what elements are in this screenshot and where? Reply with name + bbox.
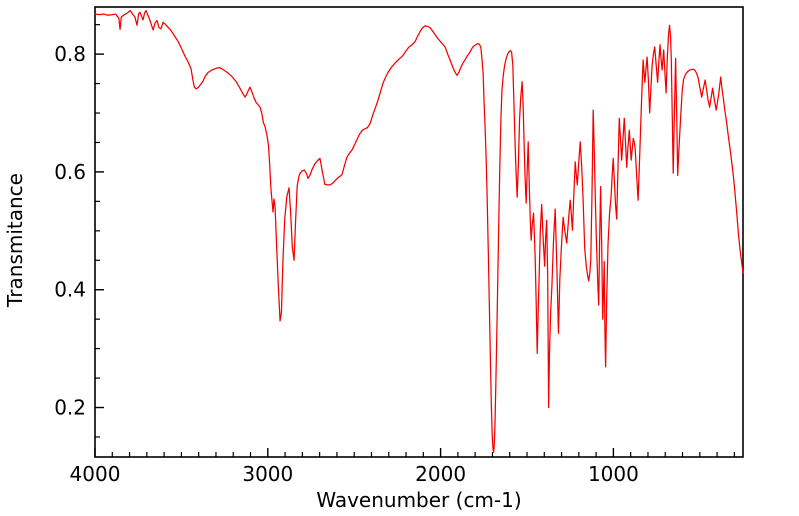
x-tick-label: 4000 <box>70 462 121 486</box>
plot-frame-box <box>94 6 744 458</box>
spectrum-series <box>94 9 744 453</box>
y-axis-title: Transmitance <box>3 173 27 308</box>
spectrum-line <box>94 9 744 453</box>
plot-frame <box>94 6 744 458</box>
x-tick-label: 2000 <box>415 462 466 486</box>
x-tick-label: 3000 <box>242 462 293 486</box>
y-tick-label: 0.8 <box>54 42 86 66</box>
axis-ticks <box>94 24 735 457</box>
x-tick-label: 1000 <box>588 462 639 486</box>
x-axis-title: Wavenumber (cm-1) <box>316 488 521 512</box>
axis-tick-labels: 4000 3000 2000 1000 0.8 0.6 0.4 0.2 <box>54 42 639 486</box>
y-tick-label: 0.2 <box>54 396 86 420</box>
y-tick-label: 0.4 <box>54 278 86 302</box>
y-tick-label: 0.6 <box>54 160 86 184</box>
